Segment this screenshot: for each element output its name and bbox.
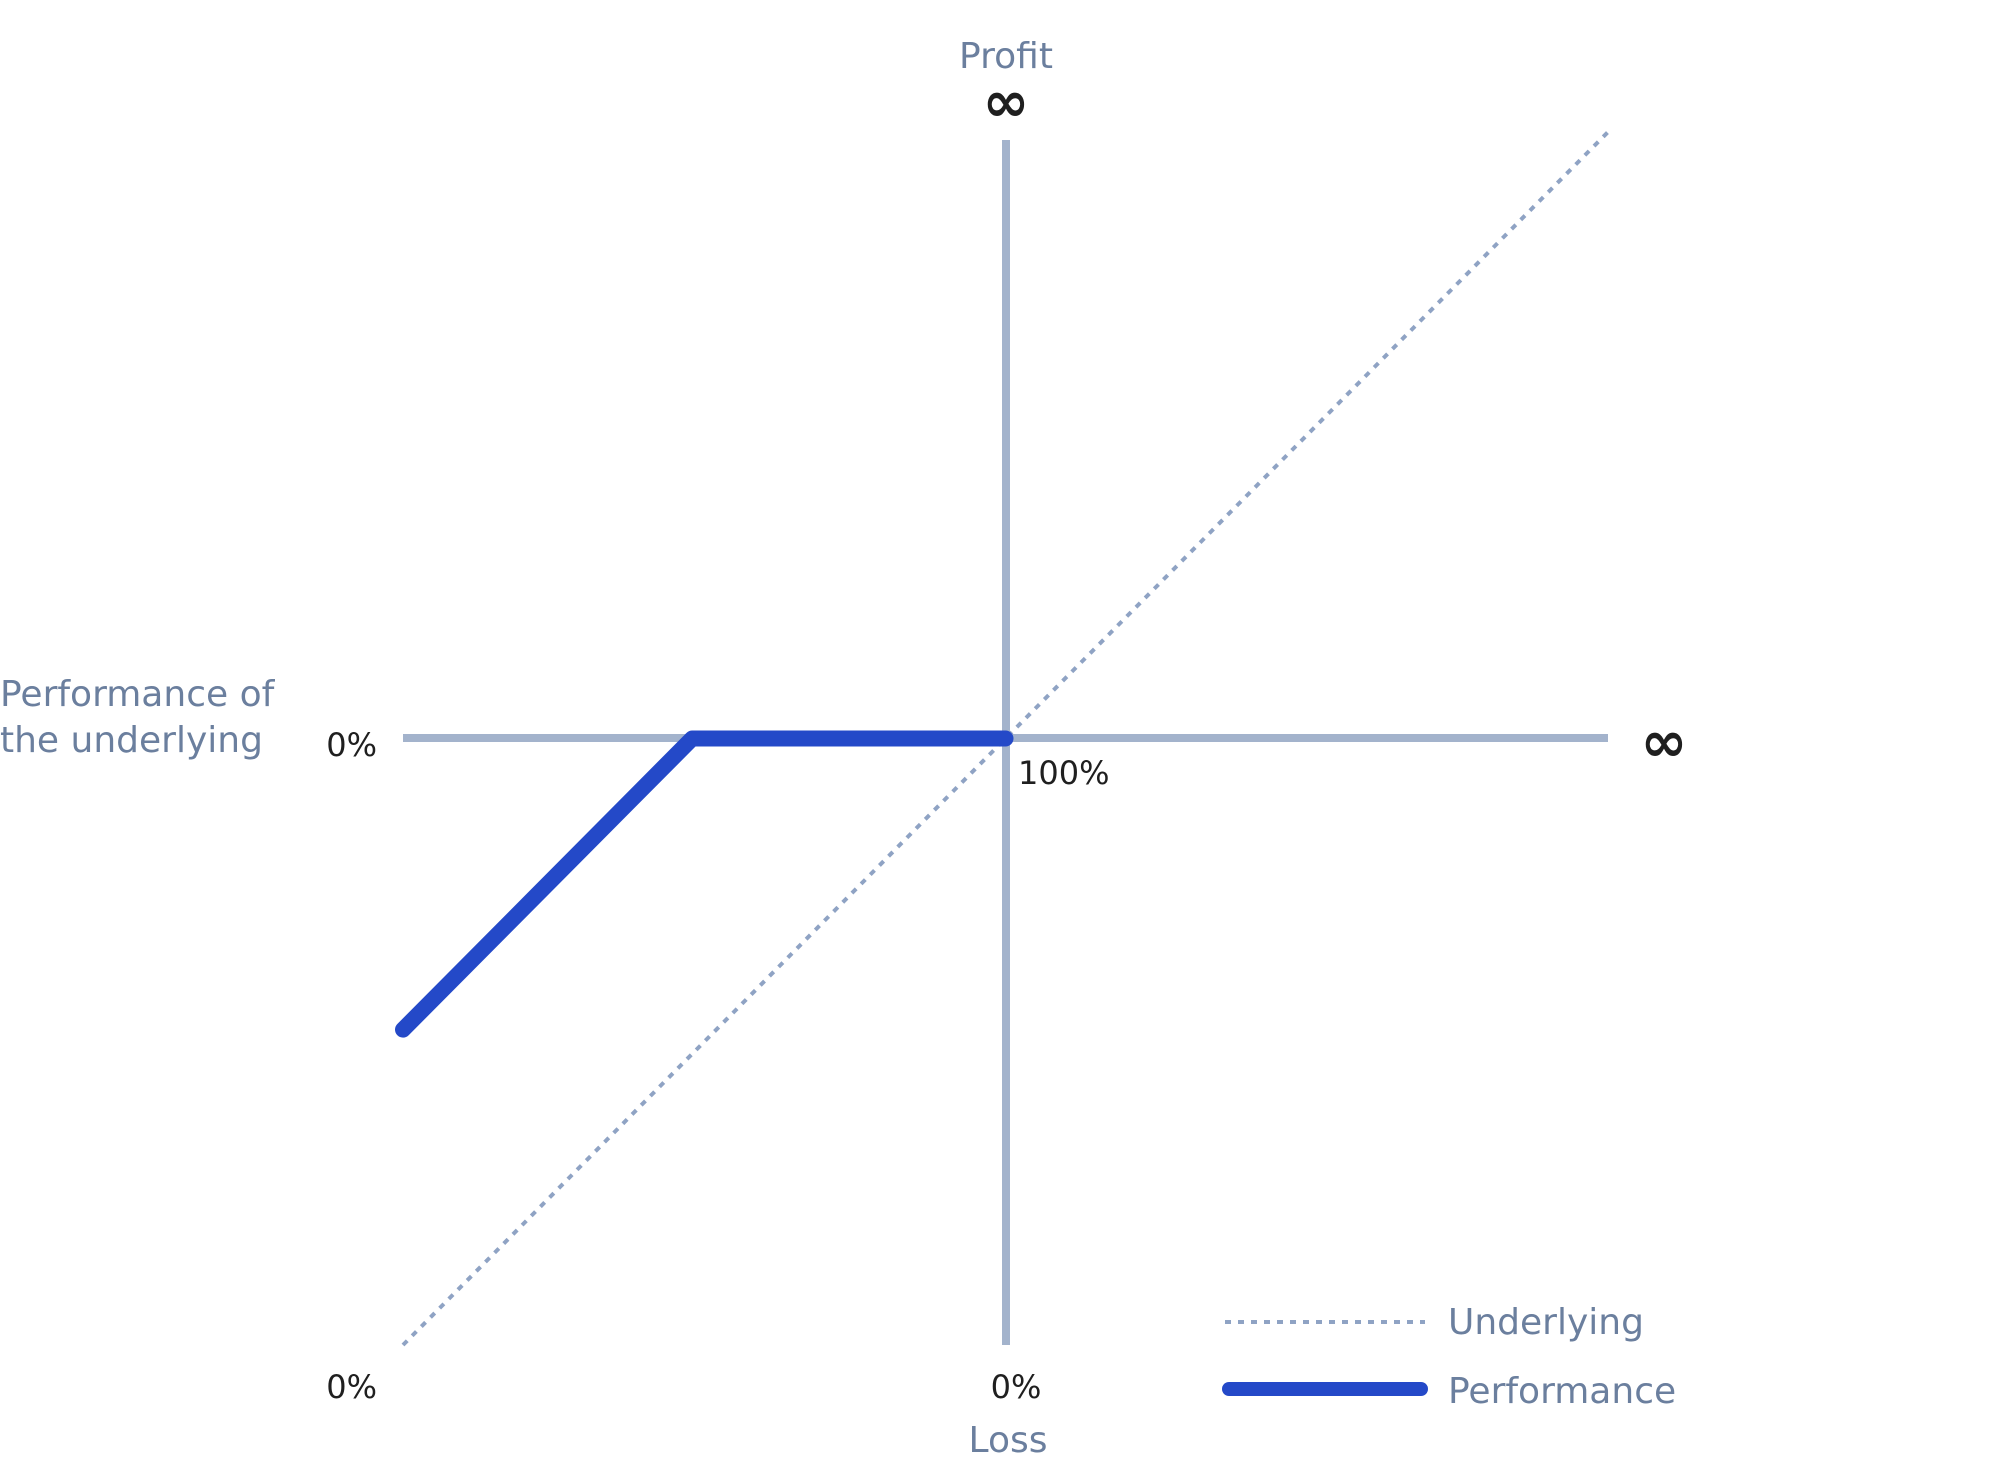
zero-left-label: 0% <box>326 726 377 764</box>
series-layer <box>395 130 1610 1347</box>
x-axis-label-line2: the underlying <box>0 720 263 761</box>
performance-line <box>395 730 1014 1038</box>
legend-performance-label: Performance <box>1448 1371 1676 1412</box>
infinity-top-label: ∞ <box>983 70 1030 135</box>
y-axis-bottom-label: Loss <box>969 1420 1048 1461</box>
x-axis-label-line1: Performance of <box>0 674 276 715</box>
zero-bottom-center-label: 0% <box>991 1368 1042 1406</box>
y-axis-top-label: Profit <box>959 36 1053 77</box>
infinity-right-label: ∞ <box>1641 710 1688 775</box>
legend: Underlying Performance <box>1222 1302 1676 1412</box>
zero-bottom-left-label: 0% <box>326 1368 377 1406</box>
hundred-pct-label: 100% <box>1018 754 1109 792</box>
legend-underlying-label: Underlying <box>1448 1302 1644 1343</box>
